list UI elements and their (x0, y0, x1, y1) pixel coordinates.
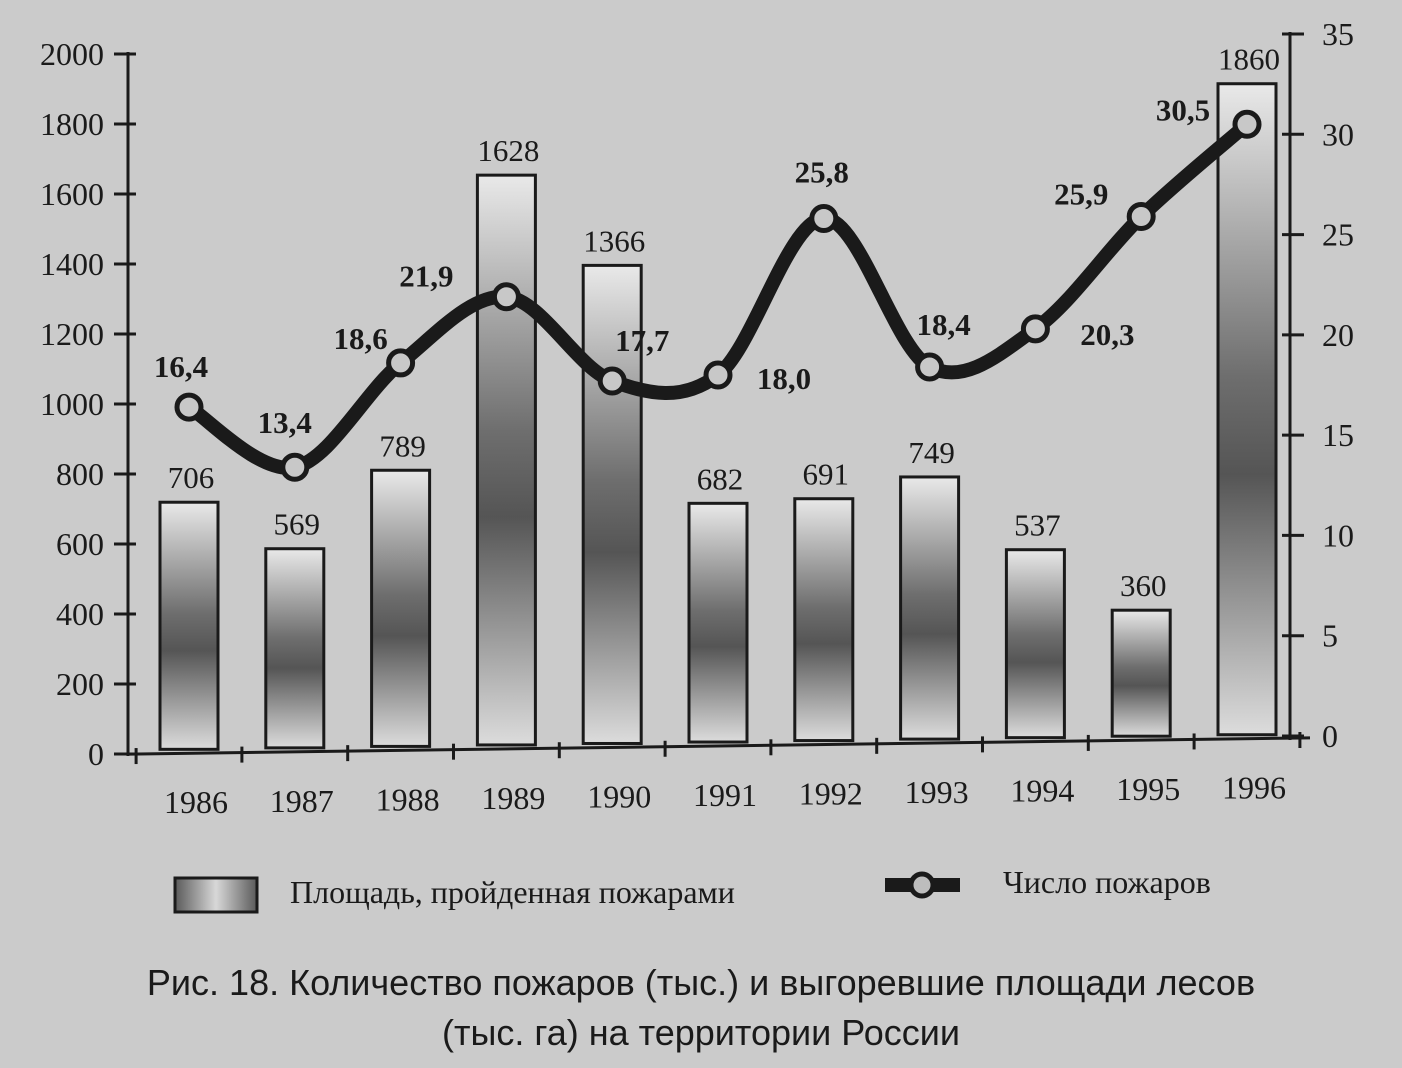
x-tick-label: 1995 (1116, 771, 1180, 807)
bar-value-label: 706 (168, 460, 215, 495)
y-left-tick-label: 1200 (40, 316, 104, 352)
x-tick-label: 1990 (587, 778, 651, 814)
line-marker (597, 366, 627, 396)
line-path (182, 117, 1254, 475)
y-right-tick-label: 5 (1322, 618, 1338, 654)
line-value-label: 25,9 (1054, 177, 1108, 212)
bar-value-label: 360 (1120, 568, 1167, 603)
line-marker (809, 204, 839, 234)
x-tick-label: 1992 (799, 775, 863, 811)
bar-value-label: 789 (379, 428, 426, 463)
bar-value-label: 1860 (1218, 42, 1280, 77)
bar-value-label: 569 (274, 507, 321, 542)
x-tick-label: 1993 (905, 774, 969, 810)
line-marker (491, 282, 521, 312)
line-value-label: 20,3 (1080, 317, 1134, 352)
line-value-label: 18,6 (333, 321, 387, 356)
line-value-label: 17,7 (615, 323, 669, 358)
line-value-label: 25,8 (795, 155, 849, 190)
legend-swatch-marker (908, 871, 936, 899)
chart-canvas: 0 200 400 600 800 1000 1200 1400 1600 1800 2000 0 5 1… (40, 16, 1354, 914)
line-value-label: 30,5 (1156, 92, 1210, 127)
bar-value-label: 682 (697, 461, 744, 496)
bars (158, 82, 1278, 751)
bar-value-label: 1366 (583, 223, 645, 258)
y-right-tick-label: 35 (1322, 16, 1354, 52)
y-right-tick-label: 0 (1322, 718, 1338, 754)
data-labels: 706 569 789 1628 1366 682 691 749 537 360 1860 16,4… (154, 42, 1280, 603)
y-left-tick-label: 1800 (40, 106, 104, 142)
fires-line (174, 109, 1262, 482)
x-tick-label: 1989 (481, 780, 545, 816)
y-left-tick-label: 1400 (40, 246, 104, 282)
legend: Площадь, пройденная пожарами Число пожар… (173, 864, 1211, 914)
bar-value-label: 691 (803, 457, 850, 492)
y-left-tick-label: 2000 (40, 36, 104, 72)
x-tick-label: 1994 (1010, 773, 1074, 809)
x-tick-label: 1986 (164, 784, 228, 820)
y-right-tick-label: 30 (1322, 116, 1354, 152)
y-right-tick-label: 15 (1322, 417, 1354, 453)
y-left-tick-label: 1600 (40, 176, 104, 212)
line-value-label: 18,0 (757, 361, 811, 396)
line-marker (703, 360, 733, 390)
line-marker (1020, 314, 1050, 344)
bar (1216, 82, 1278, 737)
y-right-tick-label: 25 (1322, 217, 1354, 253)
bar (475, 173, 537, 747)
x-tick-label: 1987 (270, 783, 334, 819)
x-tick-label: 1996 (1222, 770, 1286, 806)
figure-caption-line-2: (тыс. га) на территории России (442, 1012, 960, 1053)
line-marker (174, 392, 204, 422)
y-right-tick-label: 10 (1322, 517, 1354, 553)
y-left-tick-label: 400 (56, 596, 104, 632)
x-tick-label: 1991 (693, 777, 757, 813)
y-left-tick-label: 0 (88, 736, 104, 772)
y-left-tick-label: 1000 (40, 386, 104, 422)
bar (1110, 608, 1172, 738)
legend-label-area: Площадь, пройденная пожарами (290, 874, 735, 910)
line-value-label: 18,4 (916, 307, 970, 342)
bar (264, 547, 326, 750)
figure-caption-line-1: Рис. 18. Количество пожаров (тыс.) и выг… (146, 962, 1256, 1003)
legend-swatch-area (173, 876, 259, 914)
axes: 0 200 400 600 800 1000 1200 1400 1600 1800 2000 0 5 1… (40, 16, 1354, 820)
bar-value-label: 1628 (477, 133, 539, 168)
bar (1004, 548, 1066, 740)
line-value-label: 16,4 (154, 349, 208, 384)
bar (370, 468, 432, 748)
y-left-tick-label: 200 (56, 666, 104, 702)
line-value-label: 13,4 (258, 405, 312, 440)
bar (158, 500, 220, 751)
line-value-label: 21,9 (399, 259, 453, 294)
bar (793, 497, 855, 743)
line-marker (915, 352, 945, 382)
bar (581, 263, 643, 745)
bar (687, 501, 749, 744)
x-tick-label: 1988 (376, 781, 440, 817)
line-marker (280, 452, 310, 482)
y-right-tick-label: 20 (1322, 317, 1354, 353)
bar-value-label: 749 (908, 435, 955, 470)
bar (899, 475, 961, 741)
legend-label-fires: Число пожаров (1003, 864, 1211, 900)
y-left-tick-label: 800 (56, 456, 104, 492)
line-marker (1232, 109, 1262, 139)
bar-value-label: 537 (1014, 508, 1061, 543)
x-axis (129, 736, 1311, 756)
line-marker (386, 348, 416, 378)
y-left-tick-label: 600 (56, 526, 104, 562)
line-marker (1126, 202, 1156, 232)
